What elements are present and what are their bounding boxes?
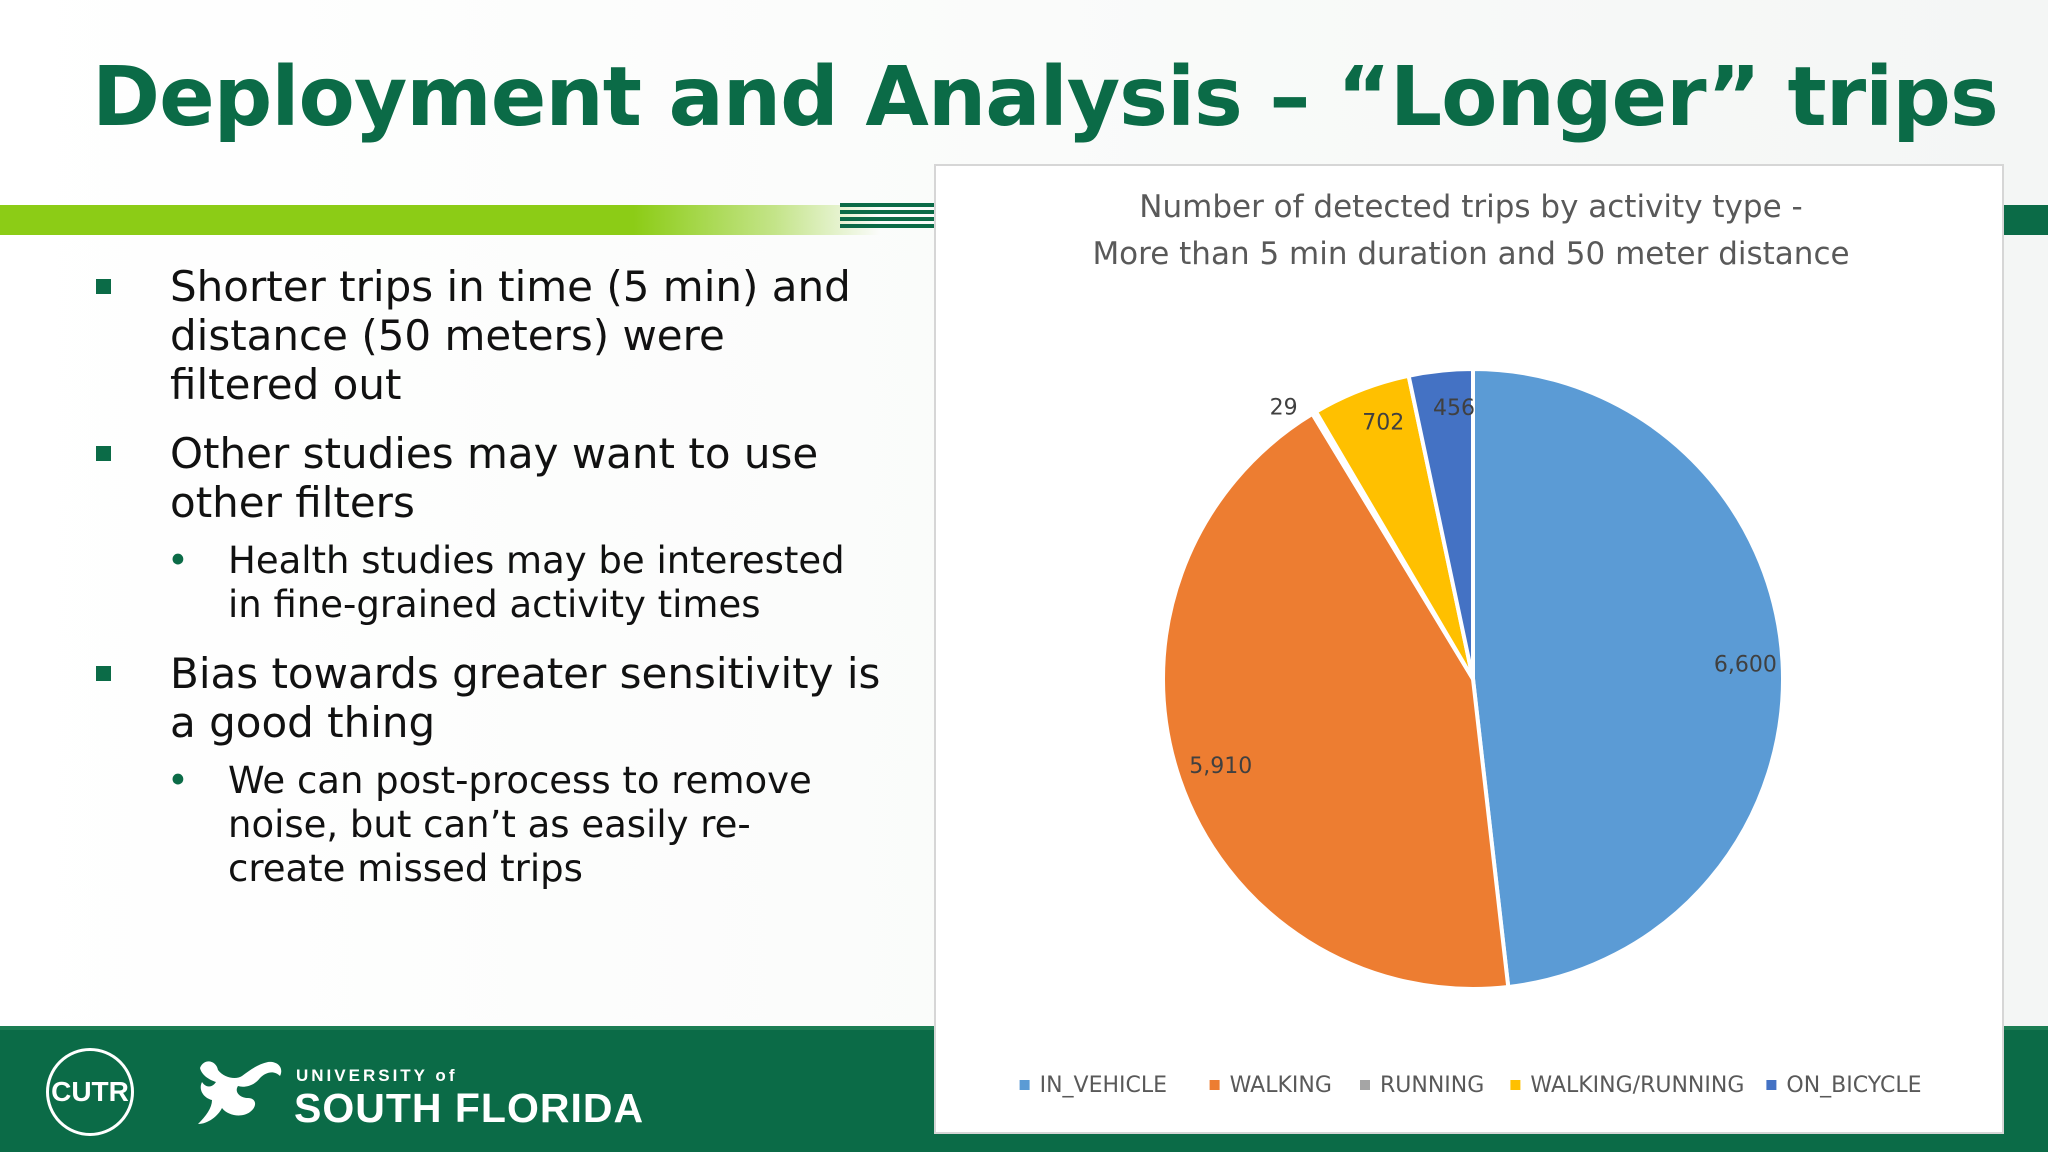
bullet-list: Shorter trips in time (5 min) and distan… <box>92 262 892 913</box>
legend-item-in-vehicle: IN_VEHICLE <box>1019 1073 1167 1098</box>
sub-bullet-line: create missed trips <box>228 847 583 890</box>
bullet-item: Other studies may want to use other filt… <box>92 429 892 527</box>
bullet-line: filtered out <box>170 360 402 409</box>
legend-label: WALKING/RUNNING <box>1530 1073 1744 1098</box>
bullet-square-icon <box>96 666 111 681</box>
data-label-in-vehicle: 6,600 <box>1714 652 1777 677</box>
bullet-dot-icon: • <box>167 539 189 582</box>
sub-bullet-line: We can post-process to remove <box>228 759 812 802</box>
bullet-line: Other studies may want to use <box>170 429 819 478</box>
accent-stripe <box>0 205 880 235</box>
data-label-walking: 5,910 <box>1189 754 1252 779</box>
slide-title: Deployment and Analysis – “Longer” trips <box>92 50 1999 145</box>
chart-title-line: More than 5 min duration and 50 meter di… <box>1092 236 1849 272</box>
slice-walking <box>1161 411 1511 991</box>
sub-bullet-line: Health studies may be interested <box>228 539 845 582</box>
legend-label: IN_VEHICLE <box>1040 1073 1167 1098</box>
sub-bullet-line: in fine-grained activity times <box>228 583 761 626</box>
university-name: SOUTH FLORIDA <box>294 1085 645 1131</box>
accent-stripe-right <box>2000 205 2048 235</box>
bullet-square-icon <box>96 446 111 461</box>
bullet-line: Shorter trips in time (5 min) and <box>170 262 851 311</box>
legend-swatch <box>1510 1080 1521 1090</box>
legend-item-walking-running: WALKING/RUNNING <box>1510 1073 1744 1098</box>
sub-bullet-line: noise, but can’t as easily re- <box>228 803 751 846</box>
pie-chart: Number of detected trips by activity typ… <box>1019 189 1921 1098</box>
slice-on-bicycle <box>1406 367 1475 681</box>
legend-swatch <box>1360 1080 1370 1090</box>
bullet-line: other filters <box>170 478 415 527</box>
bullet-item: Shorter trips in time (5 min) and distan… <box>92 262 892 409</box>
bullet-line: a good thing <box>170 698 436 747</box>
bullet-line: distance (50 meters) were <box>170 311 725 360</box>
legend-label: RUNNING <box>1380 1073 1484 1098</box>
bullet-square-icon <box>96 279 111 294</box>
data-label-on-bicycle: 456 <box>1433 396 1475 421</box>
bullet-line: Bias towards greater sensitivity is <box>170 649 881 698</box>
data-label-walking-running: 702 <box>1362 410 1404 435</box>
legend-swatch <box>1019 1080 1030 1090</box>
slice-in-vehicle <box>1471 367 1785 989</box>
sub-bullet-item: • We can post-process to remove noise, b… <box>92 759 892 891</box>
legend-item-on-bicycle: ON_BICYCLE <box>1766 1073 1921 1098</box>
bullet-item: Bias towards greater sensitivity is a go… <box>92 649 892 747</box>
sub-bullet-item: • Health studies may be interested in fi… <box>92 539 892 627</box>
usf-bull-icon <box>198 1061 282 1124</box>
legend-label: ON_BICYCLE <box>1786 1073 1921 1098</box>
legend-swatch <box>1209 1080 1220 1090</box>
bullet-dot-icon: • <box>167 759 189 802</box>
university-label: UNIVERSITY of <box>296 1066 458 1085</box>
legend-item-running: RUNNING <box>1360 1073 1484 1098</box>
legend-item-walking: WALKING <box>1209 1073 1332 1098</box>
data-label-running: 29 <box>1270 396 1298 421</box>
cutr-logo: CUTR <box>46 1048 134 1136</box>
legend-swatch <box>1766 1080 1777 1090</box>
accent-stripe-lines <box>840 203 940 237</box>
chart-panel: Number of detected trips by activity typ… <box>934 164 2004 1134</box>
legend-label: WALKING <box>1230 1073 1332 1098</box>
chart-title-line: Number of detected trips by activity typ… <box>1139 189 1802 225</box>
